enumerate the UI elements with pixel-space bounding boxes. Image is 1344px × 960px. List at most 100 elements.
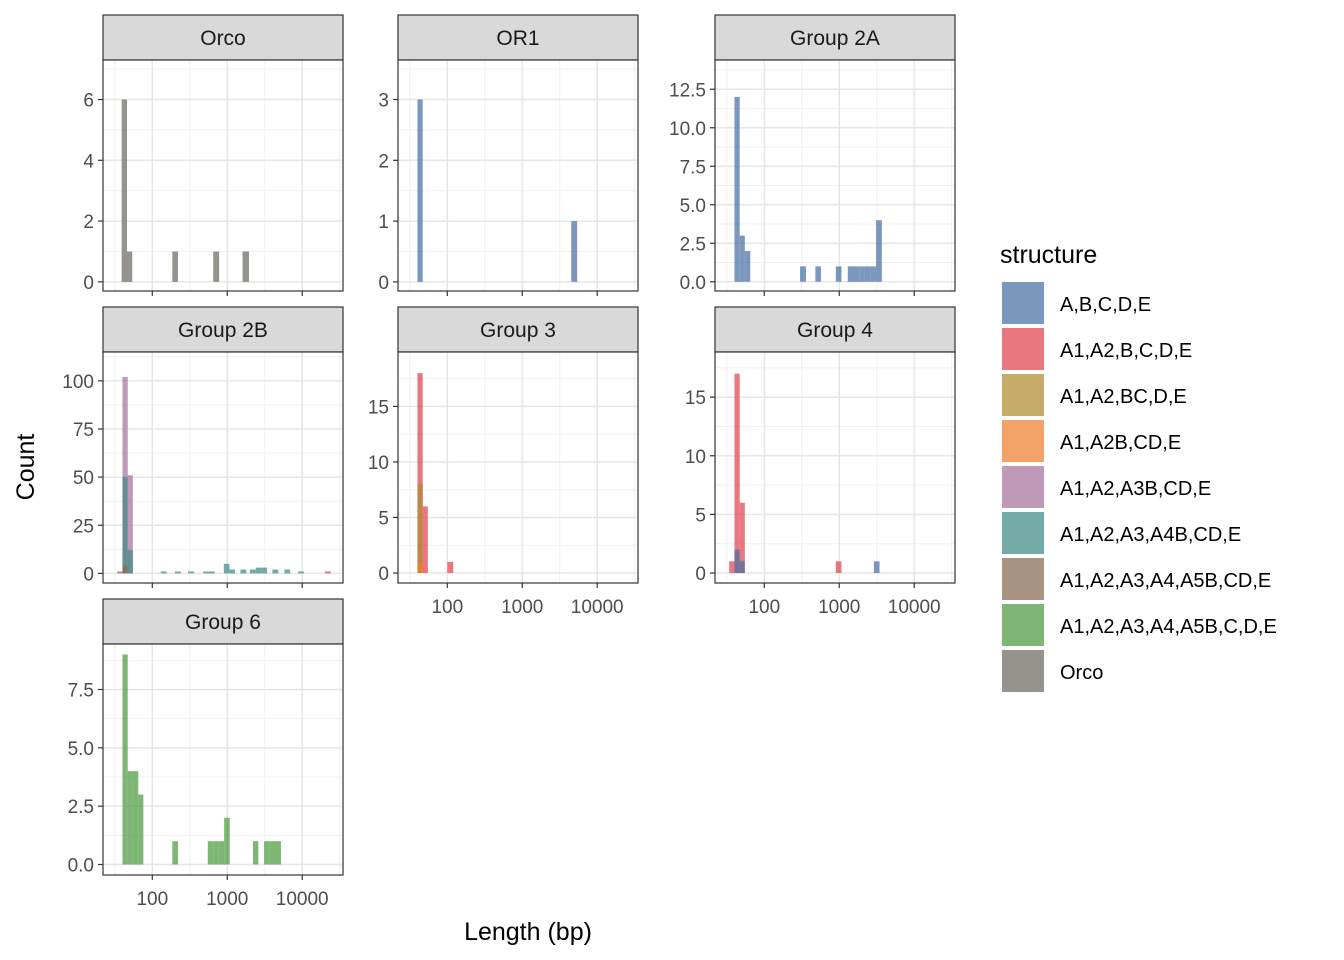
legend-swatch	[1002, 512, 1044, 554]
histogram-bar	[261, 567, 268, 574]
histogram-bar	[208, 571, 215, 574]
histogram-bar	[298, 571, 304, 574]
histogram-bar	[571, 221, 578, 282]
legend-label: A1,A2B,CD,E	[1060, 432, 1181, 454]
legend-title: structure	[1000, 241, 1097, 269]
legend-swatch	[1002, 558, 1044, 600]
legend-swatch	[1002, 420, 1044, 462]
histogram-bar	[213, 841, 219, 865]
histogram-bar	[275, 841, 281, 865]
x-tick-label: 100	[136, 889, 168, 910]
y-tick-label: 50	[73, 468, 94, 489]
panel-border	[714, 351, 956, 584]
histogram-bar	[160, 571, 167, 574]
y-tick-label: 25	[73, 516, 94, 537]
histogram-bar	[272, 569, 279, 574]
y-tick-label: 7.5	[680, 157, 706, 178]
legend-label: A1,A2,A3,A4,A5B,CD,E	[1060, 570, 1271, 592]
legend-label: A1,A2,A3B,CD,E	[1060, 478, 1211, 500]
histogram-bar	[138, 794, 144, 865]
y-tick-label: 0	[83, 564, 94, 585]
y-tick-label: 2.5	[68, 797, 94, 818]
y-tick-label: 100	[62, 372, 94, 393]
histogram-bar	[417, 484, 423, 574]
facet-title: Orco	[200, 27, 246, 50]
legend-swatch	[1002, 374, 1044, 416]
x-tick-label: 100	[431, 597, 463, 618]
histogram-bar	[207, 841, 214, 865]
histogram-bar	[876, 220, 882, 282]
x-tick-label: 1000	[501, 597, 543, 618]
legend-swatch	[1002, 282, 1044, 324]
histogram-bar	[835, 266, 842, 282]
histogram-bar	[800, 266, 806, 282]
facet-panel: Group 3 0 5 10 15 100 1000 10000	[368, 306, 639, 618]
histogram-bar	[127, 251, 133, 282]
facet-strip	[397, 306, 639, 353]
y-axis-title: Count	[12, 434, 40, 501]
facet-panel: OR1 0 1 2 3	[378, 14, 639, 296]
panel-border	[102, 351, 344, 584]
facet-title: OR1	[496, 27, 539, 50]
x-tick-label: 1000	[818, 597, 860, 618]
histogram-bar	[873, 561, 880, 574]
histogram-bar	[122, 377, 128, 574]
facet-title: Group 3	[480, 319, 556, 342]
y-tick-label: 15	[368, 397, 389, 418]
x-tick-label: 10000	[276, 889, 329, 910]
facet-title: Group 4	[797, 319, 873, 342]
histogram-bar	[122, 565, 128, 574]
panel-border	[102, 643, 344, 876]
histogram-bar	[417, 99, 423, 282]
facet-panel: Group 6 0.0 2.5 5.0 7.5 100 1000 10000	[68, 598, 344, 910]
histogram-bar	[117, 571, 123, 574]
histogram-bar	[229, 569, 236, 574]
histogram-bar	[729, 561, 735, 574]
facet-strip	[102, 598, 344, 645]
panel-background	[103, 352, 343, 583]
histogram-bar	[870, 266, 877, 282]
panel-border	[714, 59, 956, 292]
histogram-bar	[734, 549, 740, 574]
y-tick-label: 12.5	[669, 80, 706, 101]
facet-panel: Orco 0 2 4 6	[83, 14, 344, 296]
y-tick-label: 0	[83, 273, 94, 294]
facet-panel: Group 2B 0 25 50 75 100	[62, 306, 344, 588]
histogram-bar	[242, 251, 249, 282]
histogram-bar	[417, 561, 423, 574]
histogram-bar	[815, 266, 821, 282]
histogram-bar	[853, 266, 860, 282]
histogram-bar	[127, 475, 133, 574]
histogram-bar	[264, 841, 270, 865]
y-tick-label: 10.0	[669, 119, 706, 140]
histogram-bar	[122, 477, 128, 574]
histogram-bar	[417, 373, 423, 574]
facet-panels: Orco 0 2 4 6 OR1 0 1 2 3 Group 2A 0.0 2.5 5.0 7.5 10.0 1…	[62, 14, 956, 910]
y-tick-label: 2	[378, 151, 389, 172]
histogram-bar	[847, 266, 854, 282]
histogram-bar	[835, 561, 842, 574]
panel-border	[102, 59, 344, 292]
histogram-bar	[249, 569, 256, 574]
y-tick-label: 75	[73, 420, 94, 441]
panel-border	[397, 351, 639, 584]
legend-label: A1,A2,BC,D,E	[1060, 386, 1187, 408]
panel-background	[398, 352, 638, 583]
y-tick-label: 5	[695, 505, 706, 526]
y-tick-label: 5.0	[68, 739, 94, 760]
histogram-bar	[127, 550, 133, 574]
y-tick-label: 5.0	[680, 196, 706, 217]
histogram-bar	[739, 502, 745, 574]
histogram-bar	[255, 567, 262, 574]
facet-strip	[397, 14, 639, 61]
facet-title: Group 2A	[790, 27, 880, 50]
facet-strip	[714, 306, 956, 353]
x-tick-label: 1000	[206, 889, 248, 910]
histogram-bar	[734, 96, 740, 282]
legend: structure A,B,C,D,E A1,A2,B,C,D,E A1,A2,BC…	[1000, 241, 1277, 692]
histogram-bar	[859, 266, 865, 282]
y-tick-label: 1	[378, 212, 389, 233]
histogram-bar	[269, 841, 276, 865]
histogram-bar	[224, 817, 230, 865]
histogram-bar	[739, 561, 745, 574]
